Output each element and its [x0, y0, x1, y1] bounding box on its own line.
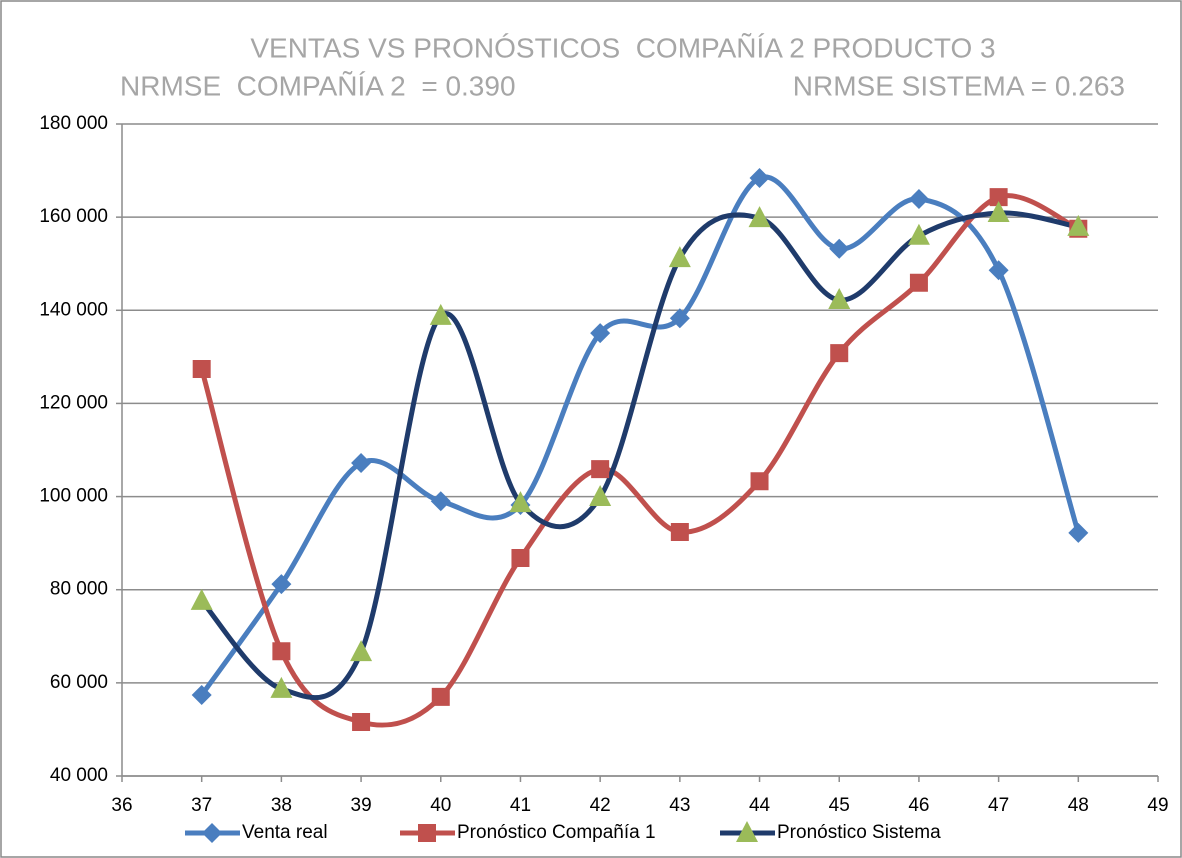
data-point	[668, 246, 691, 268]
chart-title: VENTAS VS PRONÓSTICOS COMPAÑÍA 2 PRODUCT…	[250, 32, 995, 63]
data-point	[907, 223, 930, 245]
x-tick-label: 39	[351, 795, 372, 816]
data-point	[192, 359, 211, 378]
data-point	[190, 588, 213, 610]
y-tick-label: 120 000	[39, 392, 108, 413]
data-point	[590, 323, 611, 344]
y-tick-label: 80 000	[50, 579, 108, 600]
y-tick-label: 100 000	[39, 486, 108, 507]
legend-label: Pronóstico Sistema	[777, 822, 941, 843]
data-point	[511, 549, 530, 568]
data-point	[272, 642, 291, 661]
y-tick-label: 40 000	[50, 765, 108, 786]
chart-subtitle: NRMSE SISTEMA = 0.263	[793, 70, 1125, 101]
data-point	[670, 522, 689, 541]
data-point	[591, 460, 610, 479]
data-point	[270, 676, 293, 698]
data-point	[509, 491, 532, 513]
x-tick-label: 44	[749, 795, 771, 816]
data-point	[191, 684, 212, 705]
data-point	[908, 188, 929, 209]
x-tick-label: 38	[271, 795, 292, 816]
y-tick-label: 140 000	[39, 299, 108, 320]
data-point	[749, 168, 770, 189]
x-tick-label: 42	[590, 795, 611, 816]
x-tick-label: 49	[1147, 795, 1168, 816]
data-point	[748, 206, 771, 228]
data-point	[669, 308, 690, 329]
y-tick-label: 160 000	[39, 206, 108, 227]
chart-subtitle: NRMSE COMPAÑÍA 2 = 0.390	[120, 70, 516, 101]
y-tick-label: 60 000	[50, 672, 108, 693]
x-tick-label: 43	[669, 795, 690, 816]
data-point	[1068, 522, 1089, 543]
data-point	[271, 574, 292, 595]
legend-marker	[418, 824, 436, 842]
data-point	[352, 712, 371, 731]
data-point	[988, 260, 1009, 281]
data-point	[987, 200, 1010, 222]
y-tick-label: 180 000	[39, 113, 108, 134]
x-tick-label: 41	[510, 795, 531, 816]
x-tick-label: 47	[988, 795, 1009, 816]
x-tick-label: 46	[908, 795, 929, 816]
data-point	[589, 485, 612, 507]
data-point	[351, 453, 372, 474]
data-point	[989, 188, 1008, 207]
data-point	[350, 640, 373, 662]
data-point	[429, 303, 452, 325]
x-tick-label: 37	[191, 795, 212, 816]
legend-label: Venta real	[242, 822, 328, 843]
data-point	[430, 491, 451, 512]
legend-label: Pronóstico Compañía 1	[457, 822, 656, 843]
data-point	[750, 472, 769, 491]
legend-marker	[736, 821, 758, 842]
data-point	[431, 687, 450, 706]
x-tick-label: 36	[111, 795, 132, 816]
legend-marker	[202, 823, 222, 843]
data-point	[828, 288, 851, 310]
data-point	[1067, 214, 1090, 236]
x-tick-label: 40	[430, 795, 451, 816]
data-point	[909, 273, 928, 292]
x-tick-label: 48	[1068, 795, 1089, 816]
data-point	[829, 238, 850, 259]
x-tick-label: 45	[829, 795, 850, 816]
data-point	[830, 344, 849, 363]
